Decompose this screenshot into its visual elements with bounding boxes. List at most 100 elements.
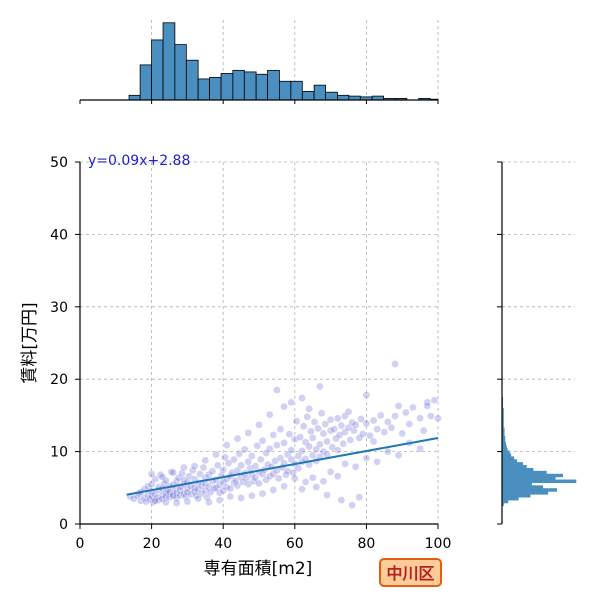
- scatter-point: [401, 408, 410, 417]
- scatter-point: [387, 423, 396, 432]
- scatter-point: [359, 430, 367, 439]
- scatter-point: [355, 493, 364, 502]
- scatter-point: [240, 445, 249, 454]
- scatter-point: [348, 418, 356, 427]
- y-histogram-bar: [501, 450, 510, 455]
- scatter-point: [319, 477, 328, 486]
- scatter-point: [333, 472, 342, 481]
- scatter-point: [362, 391, 371, 399]
- x-axis-title: 専有面積[m2]: [204, 559, 313, 579]
- scatter-point: [339, 439, 347, 448]
- x-histogram-bar: [290, 80, 303, 101]
- scatter-point: [194, 494, 202, 503]
- scatter-point: [282, 470, 290, 479]
- scatter-point: [273, 386, 281, 394]
- x-histogram-bar: [209, 76, 222, 101]
- y-histogram-bar: [501, 444, 507, 449]
- scatter-point: [427, 412, 435, 420]
- scatter-point: [294, 464, 303, 473]
- scatter-point: [214, 461, 222, 470]
- scatter-point: [158, 473, 167, 481]
- x-histogram-bar: [139, 64, 152, 101]
- y-histogram-bar: [501, 494, 531, 498]
- scatter-point: [333, 446, 342, 454]
- scatter-point: [269, 486, 278, 494]
- scatter-point: [226, 492, 235, 501]
- scatter-point: [151, 497, 159, 505]
- y-tick-label: 40: [50, 227, 68, 243]
- scatter-point: [248, 452, 256, 460]
- scatter-point: [196, 470, 204, 478]
- regression-line: [126, 437, 439, 496]
- scatter-point: [280, 402, 288, 411]
- y-tick-label: 0: [59, 517, 68, 533]
- scatter-point: [308, 451, 317, 460]
- scatter-point: [350, 426, 358, 435]
- scatter-point: [242, 474, 251, 483]
- scatter-points: [126, 360, 442, 509]
- x-histogram-bar: [185, 59, 199, 101]
- scatter-point: [323, 491, 331, 499]
- scatter-point: [298, 447, 306, 455]
- scatter-point: [314, 424, 322, 433]
- scatter-point: [323, 437, 331, 446]
- x-histogram-bar: [313, 84, 326, 101]
- x-histogram-bar: [197, 78, 210, 101]
- scatter-point: [253, 442, 262, 450]
- scatter-point: [346, 436, 355, 444]
- scatter-point: [285, 430, 294, 439]
- axes: [75, 99, 503, 529]
- scatter-point: [317, 409, 326, 418]
- x-tick-label: 100: [425, 536, 452, 552]
- scatter-point: [321, 420, 330, 428]
- scatter-point: [351, 421, 360, 429]
- x-histogram-bar: [301, 91, 315, 101]
- scatter-point: [308, 434, 317, 442]
- scatter-point: [276, 425, 285, 433]
- scatter-point: [416, 444, 424, 453]
- y-histogram-bar: [501, 459, 518, 463]
- y-tick-label: 20: [50, 372, 68, 388]
- scatter-point: [222, 441, 231, 449]
- scatter-point: [290, 474, 299, 483]
- y-histogram-bar: [501, 485, 544, 489]
- x-tick-label: 60: [286, 536, 304, 552]
- scatter-point: [169, 468, 177, 477]
- x-tick-label: 0: [76, 536, 85, 552]
- scatter-point: [348, 501, 356, 509]
- scatter-point: [308, 473, 317, 482]
- scatter-point: [292, 417, 301, 425]
- scatter-point: [391, 412, 399, 420]
- scatter-point: [172, 499, 181, 507]
- scatter-point: [303, 413, 312, 421]
- scatter-point: [423, 402, 432, 410]
- scatter-point: [265, 472, 274, 481]
- y-histogram-bar: [501, 456, 515, 460]
- x-histogram-bar: [243, 71, 257, 101]
- scatter-point: [273, 441, 281, 449]
- scatter-point: [269, 431, 278, 439]
- scatter-point: [362, 419, 371, 428]
- x-marginal-histogram: [128, 22, 439, 101]
- scatter-point: [244, 428, 253, 437]
- x-histogram-bar: [128, 94, 141, 101]
- scatter-point: [405, 420, 414, 428]
- y-histogram-bar: [501, 453, 512, 457]
- scatter-point: [147, 470, 156, 478]
- scatter-point: [190, 462, 199, 470]
- scatter-point: [287, 446, 296, 454]
- scatter-point: [212, 450, 220, 459]
- scatter-point: [296, 433, 304, 441]
- scatter-point: [357, 415, 365, 423]
- scatter-point: [330, 425, 338, 433]
- scatter-point: [224, 459, 233, 467]
- y-histogram-bar: [501, 496, 519, 501]
- scatter-point: [391, 360, 399, 368]
- x-histogram-bar: [174, 44, 187, 101]
- scatter-point: [305, 442, 313, 451]
- scatter-point: [380, 428, 389, 436]
- scatter-point: [183, 497, 192, 506]
- x-histogram-bar: [255, 73, 268, 101]
- scatter-point: [233, 481, 242, 490]
- x-histogram-bar: [220, 73, 234, 101]
